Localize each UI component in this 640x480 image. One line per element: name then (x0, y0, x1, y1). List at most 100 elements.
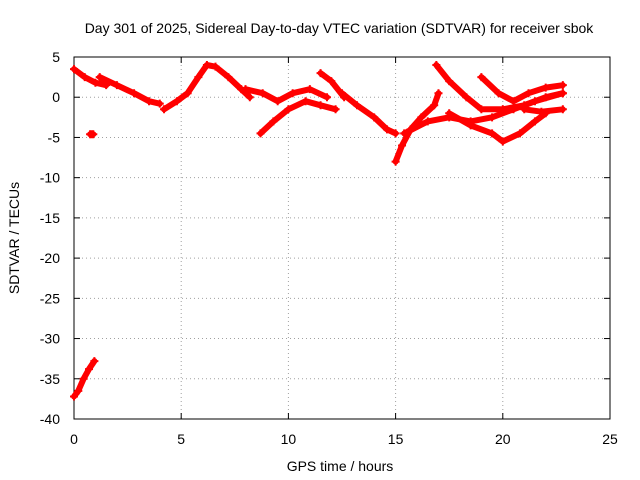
data-point (145, 97, 154, 106)
data-point (90, 357, 99, 366)
data-point (80, 73, 89, 82)
x-tick-label: 15 (388, 431, 404, 447)
data-point (95, 73, 104, 82)
data-point (70, 392, 78, 401)
data-point (430, 101, 439, 110)
series-trace (433, 62, 566, 113)
y-tick-labels: 5 0 -5 -10 -15 -20 -25 -30 -35 -40 (40, 49, 60, 427)
data-point (85, 365, 94, 374)
y-tick-label: -40 (40, 411, 60, 427)
chart-title: Day 301 of 2025, Sidereal Day-to-day VTE… (85, 20, 595, 36)
series-trace-3 (160, 61, 254, 114)
data-point (530, 117, 539, 126)
data-point (91, 78, 100, 87)
series-trace-14 (86, 130, 98, 139)
data-point (400, 129, 409, 138)
data-point (301, 97, 310, 106)
data-point (537, 107, 546, 116)
data-point (155, 99, 164, 108)
data-point (224, 73, 233, 82)
data-point (130, 89, 139, 98)
series-trace-5 (256, 97, 340, 138)
y-axis-title: SDTVAR / TECUs (6, 182, 22, 294)
y-tick-label: -5 (48, 129, 61, 145)
data-point (524, 89, 533, 98)
data-point (316, 69, 325, 78)
data-point (70, 65, 78, 74)
data-point (520, 105, 529, 114)
data-point (112, 81, 121, 90)
y-tick-label: 0 (52, 89, 60, 105)
data-point (284, 105, 293, 114)
data-point (541, 83, 550, 92)
data-point (258, 89, 267, 98)
data-point (327, 77, 336, 86)
data-point (383, 125, 392, 134)
data-point (417, 113, 426, 122)
data-point (183, 89, 192, 98)
data-point (322, 93, 331, 102)
y-tick-label: -30 (40, 331, 60, 347)
x-tick-label: 0 (70, 431, 78, 447)
data-point (269, 117, 278, 126)
x-tick-label: 20 (495, 431, 511, 447)
data-point (494, 89, 503, 98)
data-point (477, 73, 486, 82)
plot-frame (73, 56, 611, 420)
series-trace (71, 66, 110, 89)
data-point (498, 137, 507, 146)
data-point (445, 77, 454, 86)
y-tick-label: 5 (52, 49, 60, 65)
data-point (445, 109, 454, 118)
data-point (160, 105, 169, 114)
x-tick-label: 5 (177, 431, 185, 447)
data-point (391, 157, 400, 166)
data-point (488, 113, 497, 122)
data-point (515, 129, 524, 138)
data-point (79, 374, 88, 383)
series-trace-7 (338, 89, 400, 138)
x-axis-title: GPS time / hours (287, 458, 394, 474)
data-point (211, 62, 220, 71)
data-point (202, 61, 211, 70)
data-point (423, 117, 432, 126)
x-tick-labels: 0 5 10 15 20 25 (70, 431, 618, 447)
grid (74, 57, 610, 419)
data-point (466, 121, 475, 130)
data-point (477, 105, 486, 114)
data-point (434, 89, 443, 98)
data-point (558, 81, 567, 90)
data-point (398, 141, 407, 150)
series-trace-8 (391, 89, 443, 166)
data-point (338, 89, 346, 98)
data-point (462, 93, 471, 102)
data-point (498, 105, 507, 114)
data-points (70, 61, 567, 401)
data-point (305, 85, 314, 94)
data-point (432, 61, 441, 70)
data-point (74, 386, 83, 395)
data-point (558, 89, 567, 98)
data-point (558, 105, 567, 114)
y-tick-label: -15 (40, 210, 60, 226)
data-point (541, 93, 550, 102)
series-trace-10 (432, 61, 567, 114)
data-point (172, 97, 181, 106)
data-point (89, 130, 98, 139)
series-trace (96, 74, 163, 107)
y-tick-label: -35 (40, 371, 60, 387)
data-point (391, 129, 400, 138)
y-tick-label: -20 (40, 250, 60, 266)
data-point (331, 105, 340, 114)
data-point (353, 101, 362, 110)
series-trace-13 (520, 105, 567, 116)
tick-marks (73, 56, 611, 420)
x-tick-label: 25 (602, 431, 618, 447)
series-trace-12 (477, 73, 567, 106)
series-trace-15 (70, 357, 99, 401)
data-point (194, 73, 203, 82)
data-point (488, 129, 497, 138)
data-point (241, 85, 250, 94)
data-point (370, 113, 379, 122)
